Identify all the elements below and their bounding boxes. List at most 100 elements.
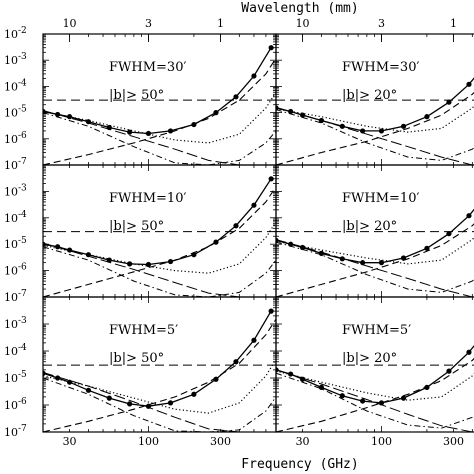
data-point — [251, 73, 257, 79]
data-point — [43, 241, 46, 247]
panel-fwhm-label: FWHM=5′ — [342, 323, 411, 338]
data-point — [318, 384, 325, 390]
data-point — [424, 245, 430, 251]
series-line-dotted — [276, 370, 474, 401]
series-line-dashed — [43, 186, 276, 297]
data-point — [127, 401, 133, 407]
x-tick-label: 30 — [63, 435, 77, 448]
bottom-axis-title: Frequency (GHz) — [241, 457, 358, 472]
data-point — [233, 223, 239, 229]
data-point — [191, 391, 197, 397]
data-point — [251, 337, 257, 343]
top-tick-label: 10 — [63, 17, 77, 30]
series-line-long-dash — [276, 106, 474, 165]
y-tick-label: 10-7 — [4, 424, 27, 439]
data-point — [85, 387, 92, 393]
top-tick-label: 3 — [378, 17, 385, 30]
left-y-axis: 10-7 10-6 10-5 10-4 10-3 10-2 10-7 10-6 10-5 10-4… — [4, 26, 27, 439]
y-tick-label: 10-6 — [4, 131, 27, 146]
data-point — [299, 376, 306, 382]
bottom-frequency-axis: 30 100 300 30 100 300 — [63, 435, 464, 448]
top-tick-label: 1 — [450, 17, 457, 30]
top-wavelength-axis: 10 3 1 10 3 1 — [63, 17, 457, 42]
top-tick-label: 10 — [296, 17, 310, 30]
data-point — [299, 112, 306, 118]
data-point — [213, 110, 219, 116]
series-line-dash-dot — [276, 109, 474, 161]
series-line-long-dash — [276, 369, 474, 432]
series-line-dashed — [276, 223, 474, 297]
y-tick-label: 10-3 — [4, 183, 27, 198]
panel-latitude-label: |b|> 50° — [109, 88, 164, 103]
x-tick-label: 300 — [210, 435, 231, 448]
data-point — [466, 349, 472, 355]
y-tick-label: 10-4 — [4, 78, 27, 93]
data-point — [145, 130, 152, 137]
data-point — [268, 45, 274, 51]
y-tick-label: 10-6 — [4, 263, 27, 278]
series-group — [276, 77, 474, 165]
x-tick-label: 300 — [443, 435, 464, 448]
data-point — [145, 261, 152, 268]
data-point — [360, 128, 366, 134]
panel-fwhm-label: FWHM=10′ — [109, 191, 186, 206]
series-line-dotted — [43, 358, 276, 414]
panel-latitude-label: |b|> 20° — [342, 88, 397, 103]
y-tick-label: 10-5 — [4, 236, 27, 251]
series-line-dash-dot — [43, 377, 276, 432]
series-line-solid-dots — [276, 208, 474, 264]
panel-r0-c0: FWHM=30′ |b|> 50° — [42, 33, 277, 166]
series-group — [43, 308, 276, 432]
y-tick-label: 10-2 — [4, 26, 27, 41]
series-line-dash-dot — [43, 112, 276, 165]
top-tick-label: 1 — [217, 17, 224, 30]
data-point — [167, 400, 174, 406]
series-line-long-dash — [43, 372, 276, 432]
y-tick-label: 10-7 — [4, 289, 27, 304]
x-tick-label: 100 — [371, 435, 392, 448]
series-line-long-dash — [276, 239, 474, 297]
data-point — [233, 359, 239, 365]
series-line-dash-dot — [43, 246, 276, 297]
panel-r2-c1: FWHM=5′ |b|> 20° — [275, 296, 474, 433]
data-point — [268, 308, 274, 314]
panel-r1-c0: FWHM=10′ |b|> 50° — [42, 164, 277, 298]
y-tick-label: 10-5 — [4, 105, 27, 120]
panel-fwhm-label: FWHM=5′ — [109, 323, 178, 338]
series-group — [43, 45, 276, 165]
y-tick-label: 10-3 — [4, 52, 27, 67]
data-point — [446, 99, 452, 105]
y-tick-label: 10-7 — [4, 157, 27, 172]
y-tick-label: 10-3 — [4, 316, 27, 331]
series-line-dash-dot — [276, 372, 474, 429]
series-line-dash-dot — [276, 241, 474, 293]
data-point — [466, 213, 472, 219]
data-point — [446, 368, 452, 374]
series-line-dashed — [276, 91, 474, 165]
data-point — [378, 128, 385, 134]
data-point — [66, 114, 73, 120]
series-line-long-dash — [43, 242, 276, 297]
x-tick-label: 30 — [296, 435, 310, 448]
data-point — [424, 114, 430, 120]
data-point — [268, 176, 274, 182]
panel-latitude-label: |b|> 20° — [342, 219, 397, 234]
series-line-dotted — [43, 221, 276, 274]
panel-fwhm-label: FWHM=10′ — [342, 191, 419, 206]
y-tick-label: 10-5 — [4, 370, 27, 385]
panel-latitude-label: |b|> 50° — [109, 351, 164, 366]
panel-grid: FWHM=30′|b|> 50°FWHM=30′|b|> 20°FWHM=10′… — [42, 33, 474, 433]
data-point — [400, 395, 407, 401]
panel-frame — [275, 296, 474, 433]
series-line-long-dash — [43, 110, 276, 165]
y-tick-label: 10-6 — [4, 397, 27, 412]
panel-latitude-label: |b|> 20° — [342, 351, 397, 366]
data-point — [106, 395, 112, 401]
data-point — [66, 247, 73, 253]
y-tick-label: 10-4 — [4, 210, 27, 225]
series-group — [43, 176, 276, 297]
panel-r1-c1: FWHM=10′ |b|> 20° — [275, 164, 474, 298]
data-point — [400, 123, 407, 129]
data-point — [360, 398, 366, 404]
